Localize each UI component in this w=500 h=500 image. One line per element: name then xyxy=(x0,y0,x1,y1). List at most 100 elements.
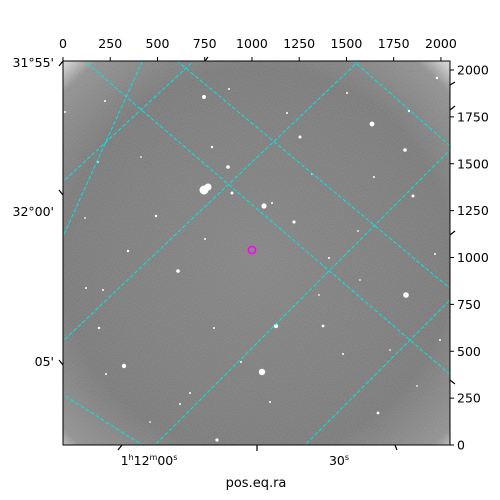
star xyxy=(435,76,439,80)
star xyxy=(403,148,407,152)
star xyxy=(97,161,99,163)
ra-tick-label-1: 1h12m00s xyxy=(121,453,178,468)
star xyxy=(389,349,391,351)
right-axis-tick-label: 1500 xyxy=(457,156,489,171)
star xyxy=(411,194,415,198)
grid-line xyxy=(176,61,450,289)
star xyxy=(204,183,212,191)
wcs-tick-marks xyxy=(58,56,456,451)
x-axis-title: pos.eq.ra xyxy=(226,476,287,491)
star xyxy=(215,438,219,442)
star xyxy=(357,230,359,232)
top-axis-tick-label: 1750 xyxy=(378,36,410,51)
top-axis-tick-label: 750 xyxy=(193,36,217,51)
star xyxy=(64,111,66,113)
sky-noise xyxy=(63,61,450,445)
star xyxy=(202,95,206,99)
wcs-tick xyxy=(394,444,398,451)
star xyxy=(292,220,296,224)
grid-line xyxy=(154,149,450,445)
star xyxy=(102,289,104,291)
star xyxy=(149,421,151,423)
star xyxy=(359,279,361,281)
right-axis-tick-label: 1250 xyxy=(457,203,489,218)
target-marker xyxy=(247,245,257,255)
star xyxy=(204,238,206,240)
grid-line xyxy=(353,61,450,147)
top-axis-tick-label: 500 xyxy=(146,36,170,51)
wcs-tick xyxy=(449,379,456,385)
top-axis-tick-label: 0 xyxy=(59,36,67,51)
right-axis-tick-label: 1750 xyxy=(457,109,489,124)
star xyxy=(121,363,127,369)
star xyxy=(434,253,436,255)
star xyxy=(439,339,441,341)
star xyxy=(154,214,158,218)
star xyxy=(176,269,180,273)
grid-line xyxy=(63,61,143,238)
right-axis-tick-label: 500 xyxy=(457,344,481,359)
star xyxy=(261,203,267,209)
grid-line xyxy=(63,61,195,183)
dec-tick-label-2: 32°00' xyxy=(13,204,55,219)
star xyxy=(189,392,191,394)
star xyxy=(403,292,409,298)
star xyxy=(97,326,101,330)
star xyxy=(407,109,411,113)
top-axis-tick-label: 1500 xyxy=(331,36,363,51)
star xyxy=(269,401,271,403)
star xyxy=(258,368,266,376)
star xyxy=(416,385,418,387)
star xyxy=(328,257,330,259)
star xyxy=(271,202,273,204)
star xyxy=(104,100,106,102)
star xyxy=(210,145,214,149)
wcs-tick xyxy=(449,230,456,236)
ra-tick-label-2: 30s xyxy=(329,453,349,468)
star xyxy=(240,361,242,363)
star xyxy=(286,112,288,114)
star-field xyxy=(64,76,441,442)
star xyxy=(318,294,320,296)
star xyxy=(342,353,344,355)
star xyxy=(213,327,215,329)
star xyxy=(228,88,230,90)
grid-line xyxy=(304,299,450,445)
star xyxy=(321,324,325,328)
star xyxy=(226,165,230,169)
wcs-tick xyxy=(204,56,209,62)
right-axis-tick-label: 250 xyxy=(457,391,481,406)
star xyxy=(230,191,234,195)
grid-line xyxy=(83,61,450,375)
right-axis-tick-label: 750 xyxy=(457,297,481,312)
star xyxy=(369,121,375,127)
grid-line xyxy=(63,394,144,445)
star xyxy=(140,156,142,158)
wcs-tick xyxy=(117,444,123,451)
top-pixel-axis: 0 250 500 750 1000 1250 1500 1750 2000 xyxy=(59,36,457,61)
top-axis-tick-label: 250 xyxy=(98,36,122,51)
star xyxy=(373,176,375,178)
wcs-tick xyxy=(449,105,456,111)
star xyxy=(105,373,107,375)
star xyxy=(179,403,181,405)
grid-line xyxy=(63,61,360,342)
star xyxy=(85,287,87,289)
star xyxy=(126,249,130,253)
top-axis-tick-label: 2000 xyxy=(425,36,457,51)
wcs-tick xyxy=(58,359,64,366)
top-axis-tick-label: 1250 xyxy=(283,36,315,51)
star xyxy=(273,323,279,329)
star xyxy=(84,217,86,219)
right-axis-tick-label: 1000 xyxy=(457,250,489,265)
wcs-tick xyxy=(58,189,64,196)
wcs-tick xyxy=(58,60,64,67)
star xyxy=(298,135,302,139)
top-axis-tick-label: 1000 xyxy=(236,36,268,51)
dec-tick-label-1: 31°55' xyxy=(13,55,55,70)
right-pixel-axis: 0 250 500 750 1000 1250 1500 1750 2000 xyxy=(450,63,489,453)
dec-tick-label-3: 05' xyxy=(35,354,54,369)
